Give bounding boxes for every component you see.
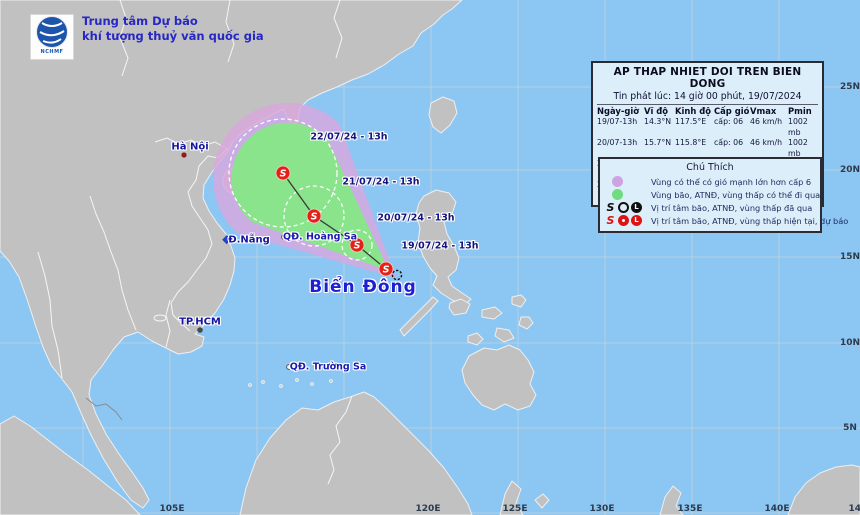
hoang-sa-marker	[281, 234, 287, 240]
agency-brand: NCHMF Trung tâm Dự báo khí tượng thuỷ vă…	[30, 14, 264, 60]
green-circle-icon	[605, 189, 651, 200]
cell: 46 km/h	[750, 117, 783, 126]
col-pmin: Pmin	[788, 106, 812, 116]
forecast-table-row: 19/07-13h 14.3°N 117.5°E cấp: 06 46 km/h 1002…	[597, 117, 818, 138]
country-borders	[37, 0, 353, 485]
danang-marker	[222, 235, 232, 245]
border-malay-peninsula	[85, 397, 123, 421]
legend-item-pass-zone: Vùng bão, ATNĐ, vùng thấp có thể đi qua	[605, 188, 820, 201]
cell: 1002 mb	[788, 117, 808, 137]
place-markers	[181, 152, 292, 370]
col-lon: Kinh độ	[675, 106, 711, 116]
nchmf-logo-emblem	[36, 16, 68, 48]
legend-panel: Chú Thích Vùng có thể có gió mạnh lớn hơ…	[598, 157, 849, 233]
plum-circle-icon	[605, 176, 651, 187]
storm-track-line	[282, 172, 387, 270]
forecast-table-row: 20/07-13h 15.7°N 115.8°E cấp: 06 46 km/h 1002…	[597, 138, 818, 159]
position-19-07: S	[378, 261, 394, 277]
land-borneo	[239, 391, 473, 515]
col-date: Ngày-giờ	[597, 106, 639, 116]
cell: cấp: 06	[714, 138, 744, 147]
analysis-position-symbol	[391, 269, 403, 281]
legend-label: Vùng bão, ATNĐ, vùng thấp có thể đi qua	[651, 189, 821, 200]
legend-label: Vùng có thể có gió mạnh lớn hơn cấp 6	[651, 176, 812, 187]
land-new-guinea	[787, 464, 860, 515]
cell: 19/07-13h	[597, 117, 638, 126]
legend-item-wind-zone: Vùng có thể có gió mạnh lớn hơn cấp 6	[605, 175, 815, 188]
bulletin-issued-time: Tin phát lúc: 14 giờ 00 phút, 19/07/2024	[613, 91, 802, 102]
position-20-07: S	[349, 237, 365, 253]
hcmc-marker	[197, 327, 203, 333]
land-taiwan	[428, 96, 458, 134]
svg-text:S: S	[383, 265, 390, 276]
agency-name: Trung tâm Dự báo khí tượng thuỷ văn quốc…	[82, 14, 264, 44]
legend-label: Vị trí tâm bão, ATNĐ, vùng thấp hiện tại…	[651, 215, 849, 226]
cell: 46 km/h	[750, 138, 783, 147]
bulletin-title: AP THAP NHIET DOI TREN BIEN DONG	[613, 66, 802, 90]
cell: 117.5°E	[675, 117, 707, 126]
cell: 1002 mb	[788, 138, 808, 158]
land-sumatra	[0, 415, 141, 515]
forecast-table-header: Ngày-giờ Vĩ độ Kinh độ Cấp gió Vmax Pmin	[597, 106, 818, 117]
agency-name-line2: khí tượng thuỷ văn quốc gia	[82, 29, 264, 43]
truong-sa-marker	[286, 364, 292, 370]
nchmf-logo: NCHMF	[30, 14, 74, 60]
land-palawan	[399, 296, 439, 337]
svg-text:S: S	[280, 169, 287, 180]
position-21-07: S	[306, 208, 322, 224]
land-luzon	[415, 189, 472, 306]
col-lat: Vĩ độ	[644, 106, 669, 116]
cell: 15.7°N	[644, 138, 672, 147]
nchmf-logo-text: NCHMF	[40, 49, 64, 55]
agency-name-line1: Trung tâm Dự báo	[82, 14, 198, 28]
legend-title: Chú Thích	[686, 162, 734, 173]
hanoi-marker	[181, 152, 187, 158]
col-windlevel: Cấp gió	[714, 106, 750, 116]
cell: 115.8°E	[675, 138, 707, 147]
cell: cấp: 06	[714, 117, 744, 126]
legend-label: Vị trí tâm bão, ATNĐ, vùng thấp đã qua	[651, 202, 813, 213]
cell: 20/07-13h	[597, 138, 638, 147]
svg-text:S: S	[311, 212, 318, 223]
position-22-07: S	[275, 165, 291, 181]
panel-divider	[597, 104, 818, 105]
land-mindanao	[461, 344, 537, 411]
svg-text:S: S	[354, 241, 361, 252]
forecast-position-markers: S S S S	[275, 165, 394, 277]
cell: 14.3°N	[644, 117, 672, 126]
land-mainland-asia	[0, 0, 463, 509]
col-vmax: Vmax	[750, 106, 777, 116]
